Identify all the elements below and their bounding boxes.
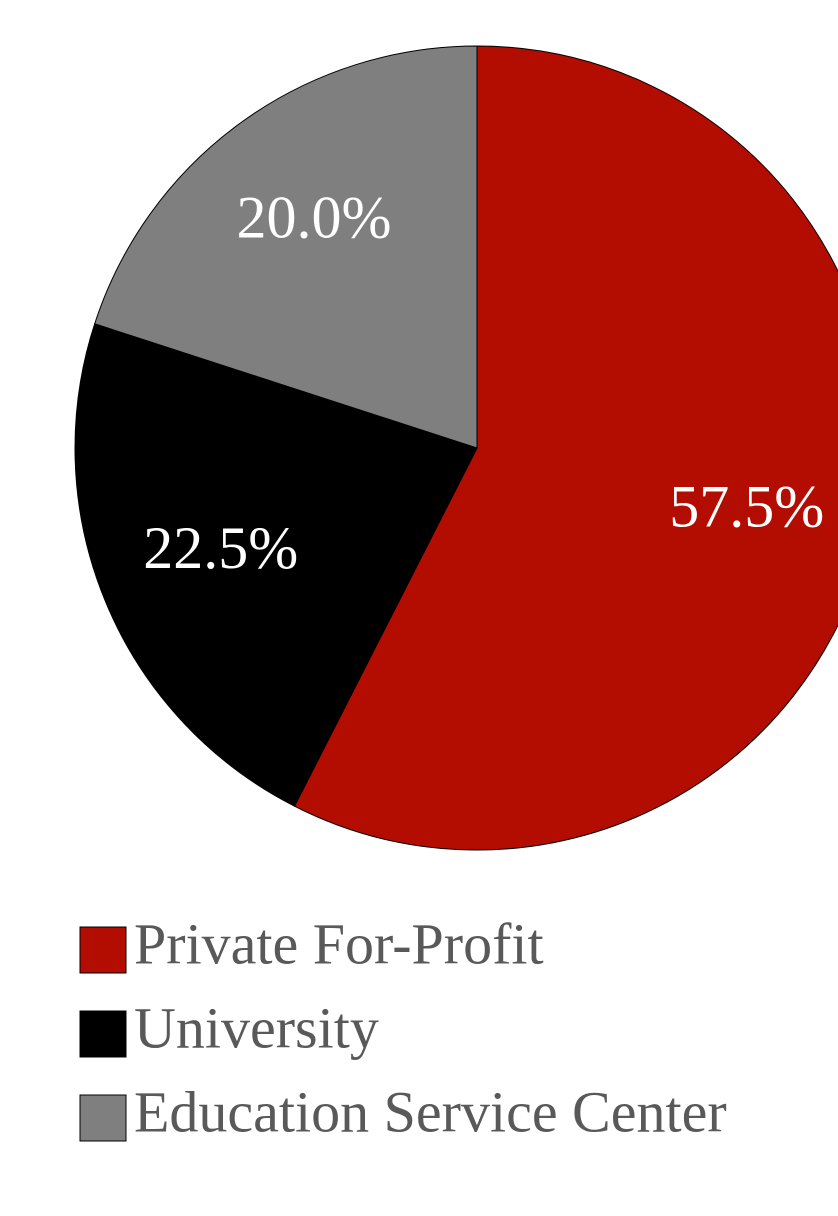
slice-label: 57.5% xyxy=(669,474,824,540)
legend-label: University xyxy=(134,995,379,1060)
pie-slice xyxy=(94,45,478,449)
legend-swatch xyxy=(79,1094,127,1142)
pie-slice xyxy=(74,323,478,807)
slice-label: 22.5% xyxy=(143,515,298,581)
legend-label: Education Service Center xyxy=(134,1079,727,1144)
pie-slice xyxy=(293,45,838,851)
legend-label: Private For-Profit xyxy=(134,911,544,976)
legend-swatch xyxy=(79,926,127,974)
legend-swatch xyxy=(79,1010,127,1058)
slice-label: 20.0% xyxy=(236,184,391,250)
